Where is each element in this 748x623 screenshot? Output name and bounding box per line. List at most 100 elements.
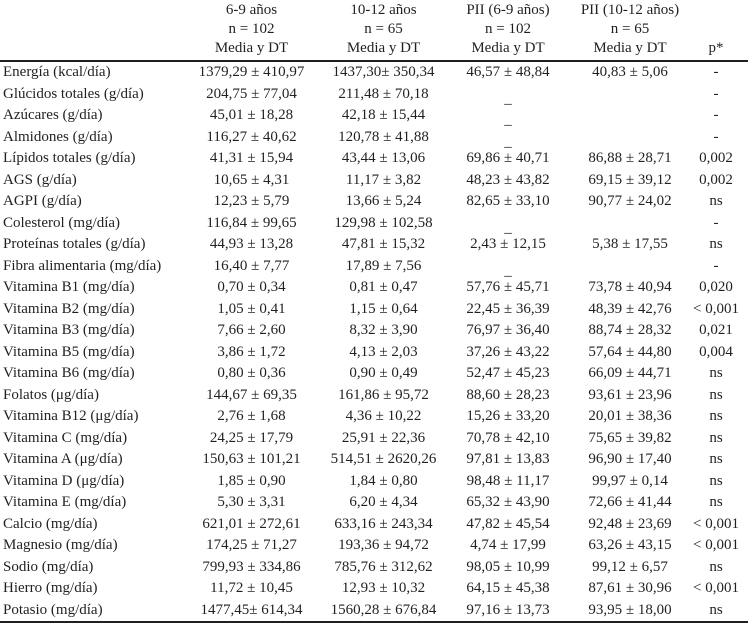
cell-10-12: 4,36 ± 10,22: [345, 408, 422, 424]
cell-p-value: ns: [709, 451, 723, 467]
header-count: n = 65: [610, 21, 650, 37]
cell-p-value: ns: [709, 601, 723, 618]
cell-p-value: ns: [709, 386, 723, 403]
cell-pii-10-12: 99,12 ± 6,57: [592, 558, 668, 575]
cell-6-9: 12,23 ± 5,79: [213, 193, 290, 209]
header-group: PII (10-12 años): [580, 2, 680, 18]
row-label: Vitamina A (μg/día): [3, 451, 123, 467]
cell-6-9: 16,40 ± 7,77: [213, 257, 290, 274]
cell-10-12: 120,78 ± 41,88: [338, 128, 429, 145]
cell-6-9: 1,05 ± 0,41: [217, 300, 286, 317]
cell-p-value: 0,002: [699, 171, 733, 188]
header-count: n = 102: [485, 21, 531, 37]
table-row: Lípidos totales (g/día) 41,31 ± 15,94 43,4…: [0, 148, 748, 169]
header-stat: Media y DT: [471, 40, 545, 56]
cell-pii-10-12: 93,95 ± 18,00: [588, 601, 672, 618]
cell-p-value: ns: [709, 236, 723, 252]
cell-6-9: 116,27 ± 40,62: [206, 128, 297, 145]
cell-6-9: 3,86 ± 1,72: [217, 343, 286, 360]
table-row: Vitamina B6 (mg/día) 0,80 ± 0,36 0,90 ± 0,…: [0, 363, 748, 384]
row-label: Calcio (mg/día): [3, 515, 98, 532]
row-label: AGPI (g/día): [3, 193, 82, 209]
row-label: Sodio (mg/día): [3, 558, 94, 575]
cell-10-12: 1560,28 ± 676,84: [330, 601, 437, 618]
cell-pii-6-9: _: [504, 219, 512, 236]
cell-10-12: 633,16 ± 243,34: [334, 515, 433, 532]
cell-pii-6-9: 37,26 ± 43,22: [466, 343, 550, 360]
cell-10-12: 42,18 ± 15,44: [341, 107, 426, 123]
cell-pii-10-12: 87,61 ± 30,96: [588, 580, 672, 596]
header-stat: Media y DT: [214, 40, 289, 56]
row-label: Colesterol (mg/día): [3, 214, 121, 231]
cell-pii-6-9: 15,26 ± 33,20: [466, 408, 550, 424]
cell-p-value: 0,020: [699, 279, 733, 295]
cell-pii-6-9: 97,16 ± 13,73: [466, 601, 550, 618]
cell-p-value: ns: [709, 408, 723, 424]
row-label: Lípidos totales (g/día): [3, 150, 136, 166]
cell-10-12: 12,93 ± 10,32: [341, 580, 426, 596]
cell-6-9: 0,80 ± 0,36: [217, 365, 286, 381]
cell-pii-10-12: 88,74 ± 28,32: [588, 322, 672, 338]
cell-10-12: 785,76 ± 312,62: [334, 558, 433, 575]
table-row: Almidones (g/día) 116,27 ± 40,62 120,78 ± …: [0, 127, 748, 150]
table-row: Magnesio (mg/día) 174,25 ± 71,27 193,36 ± …: [0, 535, 748, 556]
cell-pii-6-9: 69,86 ± 40,71: [466, 150, 550, 166]
cell-10-12: 1437,30± 350,34: [332, 64, 435, 80]
table-row: Hierro (mg/día) 11,72 ± 10,45 12,93 ± 10,3…: [0, 578, 748, 599]
cell-pii-6-9: 64,15 ± 45,38: [466, 580, 550, 596]
table-row: Vitamina B3 (mg/día) 7,66 ± 2,60 8,32 ± 3,…: [0, 320, 748, 341]
row-label: Folatos (μg/día): [3, 386, 99, 403]
cell-6-9: 11,72 ± 10,45: [210, 580, 293, 596]
header-blank: [3, 0, 193, 20]
header-count: n = 102: [228, 21, 275, 37]
cell-pii-6-9: _: [504, 262, 512, 279]
table-row: Sodio (mg/día) 799,93 ± 334,86 785,76 ± 31…: [0, 557, 748, 578]
row-label: Vitamina B2 (mg/día): [3, 300, 135, 317]
cell-p-value: ns: [709, 429, 723, 446]
cell-pii-10-12: 20,01 ± 38,36: [588, 408, 672, 424]
cell-6-9: 144,67 ± 69,35: [206, 386, 297, 403]
cell-10-12: 193,36 ± 94,72: [338, 537, 429, 553]
cell-pii-10-12: 40,83 ± 5,06: [592, 64, 668, 80]
cell-10-12: 4,13 ± 2,03: [349, 343, 418, 360]
cell-pii-6-9: 98,05 ± 10,99: [466, 558, 550, 575]
table-row: Potasio (mg/día) 1477,45± 614,34 1560,28 ±…: [0, 600, 748, 621]
cell-pii-6-9: 52,47 ± 45,23: [466, 365, 550, 381]
row-label: Vitamina E (mg/día): [3, 494, 127, 510]
cell-6-9: 5,30 ± 3,31: [217, 494, 286, 510]
cell-p-value: < 0,001: [693, 300, 739, 317]
cell-pii-10-12: 57,64 ± 44,80: [588, 343, 672, 360]
cell-10-12: 6,20 ± 4,34: [349, 494, 418, 510]
cell-pii-6-9: 97,81 ± 13,83: [466, 451, 550, 467]
cell-6-9: 174,25 ± 71,27: [206, 537, 297, 553]
cell-10-12: 211,48 ± 70,18: [338, 85, 429, 102]
cell-pii-6-9: _: [504, 133, 512, 150]
cell-6-9: 799,93 ± 334,86: [202, 558, 301, 575]
table-row: Vitamina D (μg/día) 1,85 ± 0,90 1,84 ± 0,8…: [0, 471, 748, 492]
cell-pii-6-9: 76,97 ± 36,40: [466, 322, 550, 338]
cell-10-12: 47,81 ± 15,32: [341, 236, 426, 252]
cell-10-12: 25,91 ± 22,36: [341, 429, 426, 446]
cell-pii-6-9: 70,78 ± 42,10: [466, 429, 550, 446]
row-label: AGS (g/día): [3, 171, 77, 188]
row-label: Magnesio (mg/día): [3, 537, 118, 553]
cell-pii-10-12: 92,48 ± 23,69: [588, 515, 672, 532]
header-rule: [0, 60, 748, 62]
cell-6-9: 1379,29 ± 410,97: [198, 64, 305, 80]
row-label: Proteínas totales (g/día): [3, 236, 146, 252]
cell-pii-10-12: 69,15 ± 39,12: [588, 171, 672, 188]
cell-p-value: -: [713, 257, 719, 274]
cell-pii-6-9: 98,48 ± 11,17: [466, 472, 550, 489]
cell-pii-10-12: 48,39 ± 42,76: [588, 300, 672, 317]
cell-6-9: 1477,45± 614,34: [200, 601, 303, 618]
table-row: Vitamina B5 (mg/día) 3,86 ± 1,72 4,13 ± 2,…: [0, 342, 748, 363]
row-label: Almidones (g/día): [3, 128, 113, 145]
cell-6-9: 45,01 ± 18,28: [209, 107, 294, 123]
header-stat: p*: [708, 40, 724, 56]
cell-pii-6-9: _: [504, 90, 512, 107]
row-label: Vitamina B3 (mg/día): [3, 322, 135, 338]
cell-10-12: 1,84 ± 0,80: [349, 472, 418, 489]
table-row: Colesterol (mg/día) 116,84 ± 99,65 129,98 …: [0, 213, 748, 236]
header-group: [690, 0, 742, 20]
cell-pii-10-12: 66,09 ± 44,71: [588, 365, 672, 381]
